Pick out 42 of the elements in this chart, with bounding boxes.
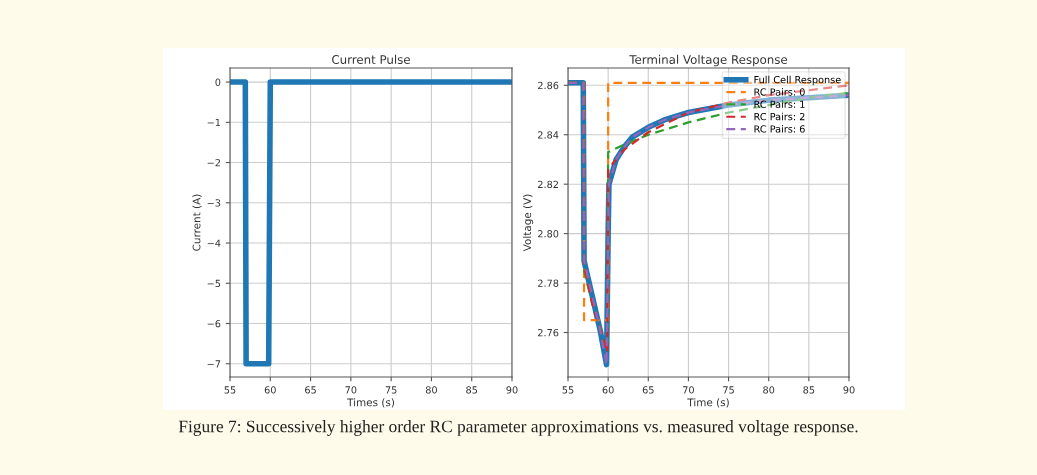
y-tick-label: 0: [215, 78, 221, 86]
legend-label: RC Pairs: 2: [754, 112, 805, 121]
y-axis-title: Current (A): [192, 194, 202, 251]
x-tick-label: 70: [345, 386, 357, 394]
x-tick-label: 60: [264, 386, 276, 394]
y-tick-label: 2.78: [538, 279, 559, 287]
x-tick-label: 60: [602, 386, 614, 394]
y-tick-label: −3: [207, 199, 221, 207]
x-tick-label: 65: [642, 386, 654, 394]
legend-label: RC Pairs: 1: [754, 100, 805, 108]
x-tick-label: 90: [843, 386, 855, 394]
x-axis-title: Time (s): [687, 398, 729, 408]
x-tick-label: 75: [385, 386, 397, 394]
y-tick-label: 2.82: [538, 180, 558, 189]
y-tick-label: −6: [207, 319, 221, 328]
y-axis-title: Voltage (V): [523, 194, 534, 252]
chart-title: Terminal Voltage Response: [629, 54, 788, 67]
x-tick-label: 70: [683, 386, 694, 394]
x-tick-label: 55: [562, 386, 574, 394]
legend-label: RC Pairs: 6: [754, 125, 805, 133]
caption: Figure 7: Successively higher order RC parameter approximations vs. measured voltage response.: [178, 420, 858, 436]
x-tick-label: 55: [224, 386, 236, 394]
x-tick-label: 85: [466, 386, 478, 394]
y-tick-label: −5: [207, 279, 221, 288]
chart-title: Current Pulse: [332, 54, 410, 64]
x-tick-label: 80: [425, 386, 437, 394]
x-tick-label: 90: [506, 386, 518, 394]
legend-label: RC Pairs: 0: [754, 88, 805, 96]
y-tick-label: −1: [207, 118, 221, 127]
y-tick-label: 2.86: [538, 81, 559, 90]
legend-label: Full Cell Response: [754, 75, 841, 86]
x-tick-label: 80: [763, 386, 775, 394]
y-tick-label: −7: [207, 360, 221, 368]
y-tick-label: 2.76: [538, 328, 559, 337]
x-tick-label: 65: [305, 386, 316, 394]
x-tick-label: 75: [723, 386, 734, 394]
y-tick-label: −4: [207, 239, 221, 247]
y-tick-label: 2.84: [538, 131, 559, 139]
x-axis-title: Times (s): [347, 398, 394, 408]
y-tick-label: 2.80: [538, 230, 559, 238]
y-tick-label: −2: [207, 159, 220, 167]
x-tick-label: 85: [803, 386, 815, 394]
